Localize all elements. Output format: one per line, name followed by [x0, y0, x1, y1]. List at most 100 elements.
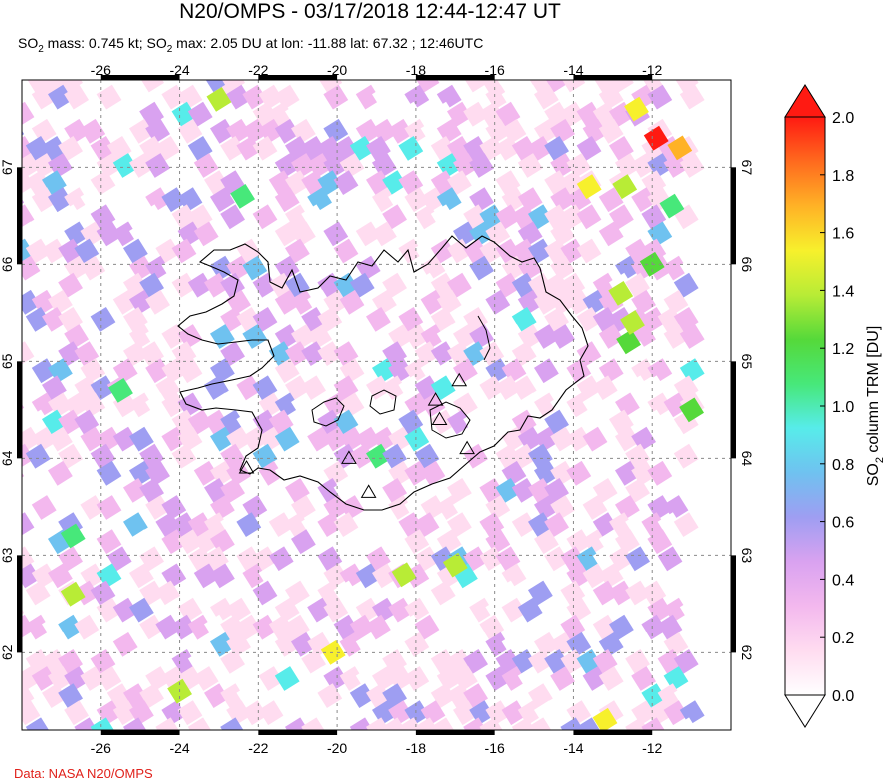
so2-pixel: [485, 666, 511, 691]
so2-pixel: [333, 135, 359, 161]
so2-pixel: [90, 648, 116, 674]
so2-pixel: [550, 221, 576, 247]
so2-pixel: [22, 153, 41, 178]
so2-pixel: [388, 84, 414, 110]
so2-pixel: [268, 341, 294, 367]
colorbar-tick-label: 0.8: [832, 457, 854, 474]
so2-pixel: [608, 614, 634, 640]
so2-pixel: [74, 341, 100, 367]
so2-pixel: [252, 135, 278, 161]
so2-pixel: [592, 306, 618, 332]
so2-pixel: [587, 50, 612, 75]
so2-pixel: [625, 238, 651, 264]
so2-pixel: [290, 221, 316, 247]
so2-pixel: [388, 597, 414, 623]
so2-pixel: [22, 683, 35, 709]
so2-pixel: [495, 546, 521, 572]
so2-pixel: [80, 426, 106, 452]
so2-pixel: [446, 683, 472, 709]
so2-pixel: [90, 443, 116, 469]
so2-pixel: [365, 101, 391, 127]
volcano-marker: [459, 440, 475, 455]
so2-pixel: [284, 341, 310, 367]
so2-pixel: [171, 238, 197, 264]
so2-pixel: [517, 666, 543, 691]
lon-tick-label-bottom: -22: [248, 740, 268, 756]
so2-pixel: [194, 734, 219, 759]
so2-pixel: [538, 50, 563, 75]
lat-tick-label-left: 65: [0, 353, 15, 369]
so2-pixel: [463, 341, 489, 367]
colorbar-label: SO2 column TRM [DU]: [865, 326, 883, 487]
colorbar-tick-label: 1.0: [832, 399, 854, 416]
so2-pixel: [560, 272, 586, 298]
so2-pixel: [371, 563, 397, 589]
so2-pixel: [236, 546, 262, 572]
so2-pixel: [122, 238, 148, 264]
so2-pixel: [436, 666, 462, 691]
so2-pixel: [365, 443, 391, 469]
so2-pixel: [463, 204, 489, 230]
so2-pixel: [657, 614, 683, 640]
so2-pixel: [203, 170, 229, 196]
so2-pixel: [657, 683, 683, 709]
so2-pixel: [485, 221, 511, 247]
so2-pixel: [112, 426, 138, 452]
lat-tick-label-left: 62: [0, 644, 15, 660]
so2-pixel: [274, 426, 300, 452]
so2-pixel: [22, 546, 35, 572]
so2-pixel: [129, 734, 154, 759]
lat-tick-label-right: 63: [739, 548, 755, 564]
so2-pixel: [398, 614, 424, 640]
so2-pixel: [25, 580, 51, 606]
so2-pixel: [90, 375, 116, 401]
so2-pixel: [674, 33, 699, 58]
so2-pixel: [398, 238, 424, 264]
so2-pixel: [301, 512, 327, 538]
so2-pixel: [679, 597, 705, 623]
so2-pixel: [641, 683, 667, 709]
so2-pixel: [187, 512, 213, 538]
so2-pixel: [647, 221, 673, 247]
so2-pixel: [349, 443, 375, 469]
lon-tick-label-bottom: -14: [563, 740, 583, 756]
so2-pixel: [258, 700, 284, 726]
so2-pixel: [485, 84, 511, 110]
so2-pixel: [430, 170, 456, 196]
so2-pixel: [323, 666, 349, 691]
so2-pixel: [592, 80, 618, 93]
so2-pixel: [64, 392, 90, 418]
so2-pixel: [209, 118, 235, 144]
so2-pixel: [145, 324, 171, 349]
so2-pixel: [31, 84, 57, 110]
so2-pixel: [122, 306, 148, 332]
so2-pixel: [566, 563, 592, 589]
so2-pixel: [171, 614, 197, 640]
so2-pixel: [0, 273, 18, 298]
so2-pixel: [388, 118, 414, 144]
so2-pixel: [48, 734, 73, 759]
lon-tick-label-top: -22: [248, 62, 268, 78]
so2-pixel: [122, 272, 148, 298]
so2-pixel: [47, 153, 73, 178]
so2-pixel: [404, 631, 430, 657]
so2-pixel: [550, 460, 576, 486]
so2-pixel: [371, 666, 397, 691]
so2-pixel: [122, 477, 148, 503]
so2-pixel: [355, 666, 381, 691]
so2-pixel: [566, 460, 592, 486]
so2-pixel-high: [230, 183, 256, 209]
so2-pixel: [177, 221, 203, 247]
so2-pixel-high: [391, 562, 417, 588]
so2-pixel: [614, 153, 640, 178]
so2-pixel: [25, 409, 51, 435]
so2-pixel: [544, 80, 570, 93]
so2-pixel: [0, 410, 2, 435]
so2-pixel: [290, 324, 316, 349]
so2-pixel: [236, 512, 262, 538]
so2-pixel: [22, 135, 35, 161]
so2-pixel: [128, 426, 154, 452]
so2-pixel: [365, 614, 391, 640]
so2-pixel: [236, 409, 262, 435]
so2-pixel: [177, 358, 203, 384]
